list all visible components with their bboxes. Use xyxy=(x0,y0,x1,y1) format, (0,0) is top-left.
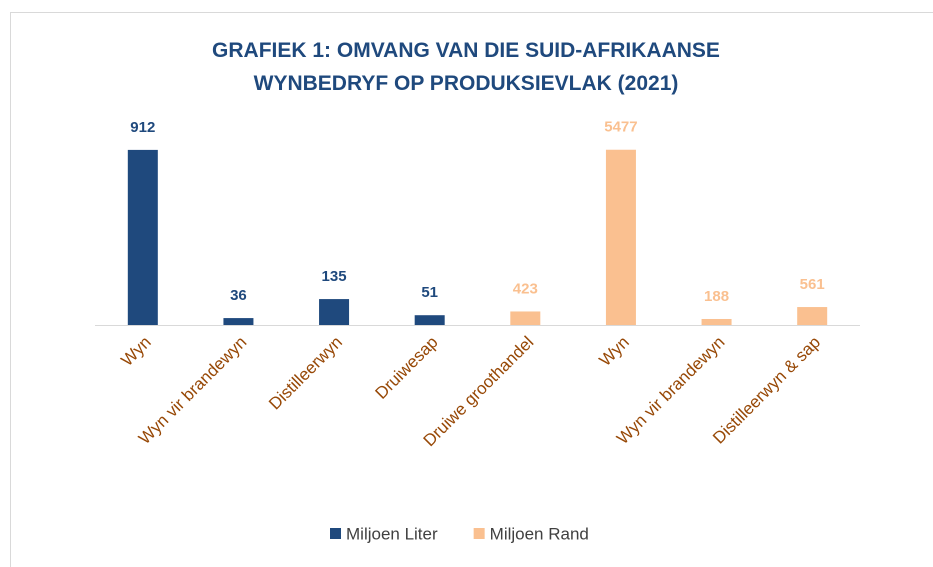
data-label: 561 xyxy=(800,276,825,293)
legend-label: Miljoen Liter xyxy=(346,524,438,543)
bar xyxy=(605,149,636,325)
x-tick-label: Wyn vir brandewyn xyxy=(135,333,251,449)
bar xyxy=(414,315,445,325)
x-tick-label: Distilleerwyn & sap xyxy=(709,333,824,448)
bar xyxy=(319,299,350,325)
x-tick-label: Distilleerwyn xyxy=(265,333,346,414)
data-label: 5477 xyxy=(604,119,637,136)
bar xyxy=(701,318,732,325)
data-label: 912 xyxy=(130,119,155,136)
data-label: 36 xyxy=(230,287,247,304)
data-label: 423 xyxy=(513,280,538,297)
data-label: 135 xyxy=(322,268,347,285)
x-tick-label: Druiwesap xyxy=(371,333,441,403)
chart-title: GRAFIEK 1: OMVANG VAN DIE SUID-AFRIKAANS… xyxy=(212,39,720,95)
bar xyxy=(510,311,541,325)
bar xyxy=(797,307,828,325)
legend-swatch xyxy=(330,528,341,539)
chart-border xyxy=(10,12,933,567)
legend-swatch xyxy=(473,528,485,539)
bar xyxy=(223,318,254,325)
data-label: 188 xyxy=(704,288,729,305)
bar xyxy=(127,149,158,325)
data-label: 51 xyxy=(421,284,438,301)
x-tick-label: Wyn xyxy=(117,333,154,370)
legend-label: Miljoen Rand xyxy=(490,524,589,543)
x-tick-label: Wyn xyxy=(596,333,633,370)
